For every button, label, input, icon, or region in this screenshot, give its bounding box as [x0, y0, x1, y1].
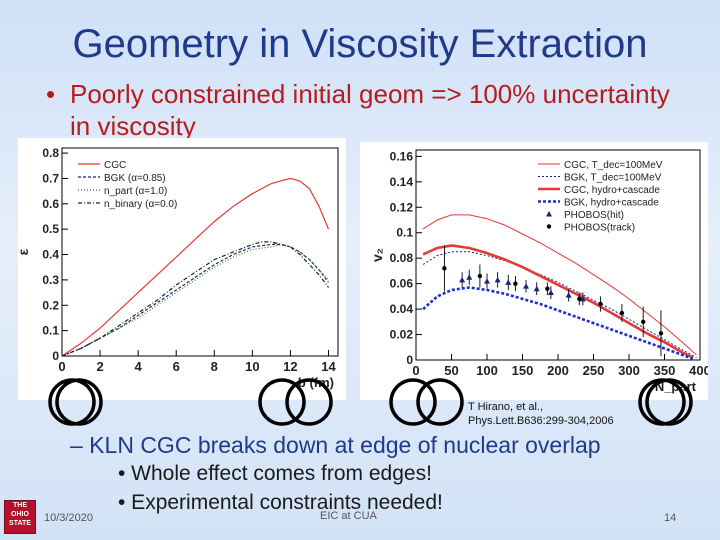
data-point-phobos-hit [565, 292, 572, 298]
y-tick-label: 0.08 [390, 251, 414, 265]
y-tick-label: 0.06 [390, 277, 414, 291]
y-tick-label: 0.8 [42, 146, 59, 160]
y-tick-label: 0.04 [390, 302, 414, 316]
data-point-phobos-track [658, 331, 664, 336]
y-tick-label: 0.14 [390, 175, 414, 189]
university-logo: THE OHIO STATE [4, 500, 36, 534]
x-tick-label: 150 [512, 363, 534, 378]
x-tick-label: 10 [245, 359, 259, 374]
x-tick-label: 400 [689, 363, 708, 378]
overlap-diagram-peripheral [389, 378, 464, 426]
sub-sub-bullet-1: • Whole effect comes from edges! [118, 462, 432, 485]
legend-label: CGC, hydro+cascade [564, 185, 660, 196]
eccentricity-chart-panel: 0 2 4 6 8 10 12 14 0 0.1 0.2 0.3 0.4 0.5 0.6 0.7 0.8 b (f… [15, 138, 346, 400]
overlap-diagram-central [48, 378, 103, 426]
legend-label: PHOBOS(track) [564, 223, 635, 234]
legend-label: PHOBOS(hit) [564, 210, 624, 221]
x-tick-label: 300 [618, 363, 640, 378]
data-point-phobos-track [598, 301, 603, 307]
y-tick-label: 0.4 [42, 248, 59, 262]
legend-label: BGK, hydro+cascade [564, 198, 659, 209]
legend-label: CGC [104, 160, 126, 171]
overlap-diagram-midcentral [258, 378, 333, 426]
data-point-phobos-hit [484, 278, 490, 284]
x-tick-label: 100 [476, 363, 498, 378]
series-line-cgc [61, 177, 330, 357]
y-tick-label: 0.7 [42, 171, 59, 185]
series-line-n-binary-0-0 [61, 241, 329, 357]
y-tick-label: 0.5 [42, 222, 59, 236]
data-point-phobos-hit [494, 276, 501, 283]
v2-chart-panel: 0 50 100 150 200 250 300 350 400 0 0.02 0.04 0.06 0.0… [360, 142, 711, 400]
x-tick-label: 0 [412, 363, 419, 378]
series-line-bgk-t-dec-100mev [422, 251, 697, 358]
x-tick-label: 350 [654, 363, 676, 378]
x-tick-label: 2 [96, 359, 103, 374]
data-point-phobos-hit [466, 274, 473, 280]
data-point-phobos-track [577, 296, 582, 302]
v2-chart: 0 50 100 150 200 250 300 350 400 0 0.02 0.04 0.06 0.0… [369, 149, 711, 394]
series-line-cgc-t-dec-100mev [422, 214, 697, 356]
legend-label: n_part (α=1.0) [104, 186, 167, 197]
data-point-phobos-track [442, 266, 447, 271]
citation-author: T Hirano, et al., [468, 401, 543, 413]
slide-title: Geometry in Viscosity Extraction [72, 22, 648, 66]
y-axis-label: ε [18, 248, 31, 255]
sub-bullet: – KLN CGC breaks down at edge of nuclear… [70, 432, 601, 458]
legend-swatch [546, 211, 552, 217]
nuclear-overlap-diagrams [48, 378, 693, 426]
data-point-phobos-track [641, 319, 646, 325]
x-tick-label: 14 [321, 359, 336, 374]
y-tick-label: 0.02 [390, 328, 414, 342]
data-point-phobos-hit [459, 276, 466, 283]
y-axis-label: v₂ [369, 248, 385, 262]
page-number: 14 [664, 512, 677, 524]
y-tick-label: 0.1 [396, 226, 413, 240]
x-tick-label: 200 [547, 363, 569, 378]
legend-swatch [546, 224, 552, 229]
legend-label: n_binary (α=0.0) [104, 199, 177, 210]
x-tick-label: 250 [583, 363, 605, 378]
legend-label: CGC, T_dec=100MeV [564, 160, 663, 171]
y-tick-label: 0 [52, 349, 59, 363]
series-line-bgk-hydro-cascade [422, 286, 694, 360]
legend-label: BGK (α=0.85) [104, 173, 166, 184]
data-point-phobos-track [513, 281, 518, 286]
y-tick-label: 0.12 [390, 200, 414, 214]
y-tick-label: 0.2 [42, 298, 59, 312]
data-point-phobos-hit [533, 285, 540, 292]
citation-reference: Phys.Lett.B636:299-304,2006 [468, 415, 614, 427]
x-tick-label: 8 [211, 359, 218, 374]
overlap-diagram-central-right [638, 378, 693, 426]
y-tick-label: 0.1 [42, 324, 59, 338]
data-point-phobos-hit [547, 289, 554, 296]
x-tick-label: 6 [173, 359, 180, 374]
series-line-bgk-0-85 [61, 243, 329, 357]
main-bullet-text: Poorly constrained initial geom => 100% … [70, 79, 670, 141]
x-tick-label: 0 [58, 359, 65, 374]
legend-label: BGK, T_dec=100MeV [564, 173, 662, 184]
data-point-phobos-hit [505, 279, 512, 285]
sub-sub-bullet-2: • Experimental constraints needed! [118, 491, 443, 514]
y-tick-label: 0 [406, 353, 413, 367]
data-point-phobos-track [477, 273, 483, 279]
slide-footer: EIC at CUA [320, 510, 377, 522]
x-tick-label: 50 [444, 363, 458, 378]
y-tick-label: 0.3 [42, 273, 59, 287]
data-point-phobos-track [545, 286, 550, 291]
citation: T Hirano, et al., Phys.Lett.B636:299-304… [468, 400, 614, 428]
plot-frame [61, 147, 339, 357]
slide-date: 10/3/2020 [44, 512, 93, 524]
y-tick-label: 0.16 [390, 149, 414, 163]
data-point-phobos-hit [579, 295, 586, 302]
y-tick-label: 0.6 [42, 197, 59, 211]
data-point-phobos-hit [523, 283, 530, 289]
data-point-phobos-track [619, 310, 625, 316]
series-line-n-part-1-0 [61, 243, 329, 357]
x-tick-label: 4 [135, 359, 143, 374]
bullet-marker: • [46, 79, 56, 109]
series-line-cgc-hydro-cascade [422, 244, 694, 359]
x-tick-label: 12 [283, 359, 297, 374]
